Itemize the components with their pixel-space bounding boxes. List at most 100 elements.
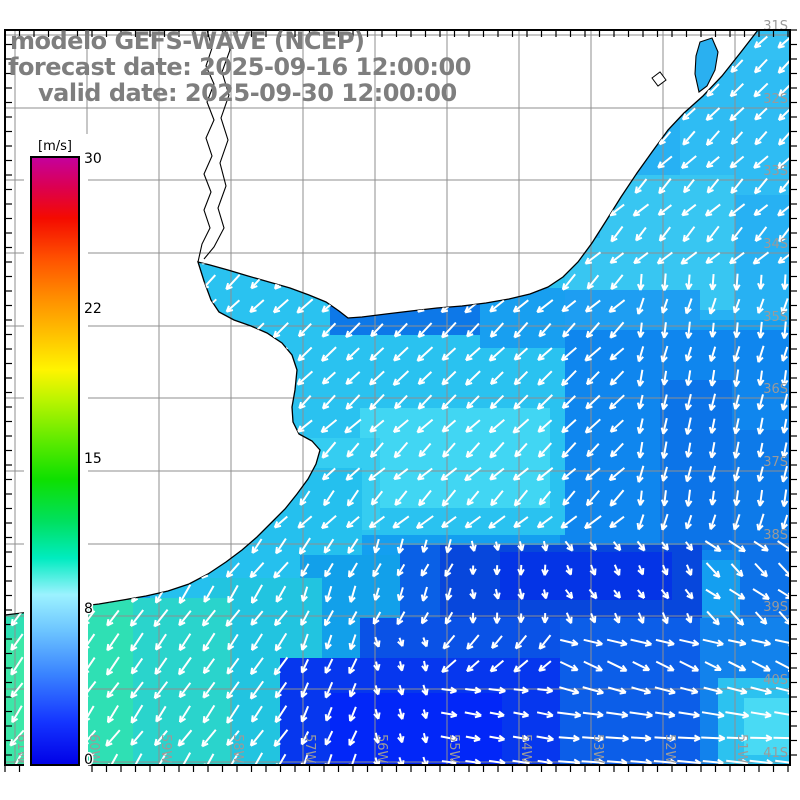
wind-vector-arrow <box>753 540 769 552</box>
wind-vector-arrow <box>537 442 553 458</box>
wind-vector-arrow <box>106 704 119 724</box>
wind-vector-arrow <box>177 729 193 747</box>
wind-vector-arrow <box>369 419 385 433</box>
wind-vector-arrow <box>685 274 693 290</box>
wind-vector-arrow <box>469 540 477 552</box>
wind-vector-arrow <box>373 587 381 601</box>
wind-vector-arrow <box>589 564 597 576</box>
wind-vector-arrow <box>536 394 553 411</box>
wind-vector-arrow <box>83 752 95 765</box>
wind-vector-arrow <box>466 322 480 338</box>
wind-vector-arrow <box>517 541 525 552</box>
wind-vector-arrow <box>679 660 700 672</box>
wind-vector-arrow <box>370 323 384 338</box>
wind-vector-arrow <box>753 82 769 98</box>
wind-vector-arrow <box>728 539 746 553</box>
wind-vector-arrow <box>730 178 744 195</box>
wind-vector-arrow <box>249 299 265 313</box>
wind-vector-arrow <box>752 251 770 265</box>
wind-vector-arrow <box>778 178 790 194</box>
axis-ticks <box>4 29 797 772</box>
wind-vector-arrow <box>489 441 505 459</box>
wind-vector-arrow <box>469 612 477 624</box>
wind-vector-arrow <box>559 638 579 647</box>
wind-vector-arrow <box>633 252 649 265</box>
wind-vector-arrow <box>754 611 768 625</box>
wind-vector-arrow <box>732 490 741 507</box>
wind-vector-arrow <box>684 489 693 507</box>
wind-vector-arrow <box>708 514 717 530</box>
wind-vector-arrow <box>706 225 720 243</box>
wind-vector-arrow <box>348 611 358 626</box>
wind-vector-arrow <box>730 59 744 74</box>
wind-vector-arrow <box>491 635 503 650</box>
wind-vector-arrow <box>564 589 574 600</box>
wind-vector-arrow <box>538 634 552 650</box>
wind-vector-arrow <box>636 369 645 387</box>
wind-vector-arrow <box>130 730 144 746</box>
wind-vector-arrow <box>660 490 669 507</box>
wind-vector-arrow <box>372 611 382 625</box>
wind-vector-arrow <box>756 466 765 483</box>
wind-vector-arrow <box>420 612 429 625</box>
latitude-label: 31S <box>763 19 788 34</box>
wind-vector-arrow <box>706 178 720 194</box>
wind-vector-arrow <box>346 442 360 458</box>
wind-vector-arrow <box>416 467 433 481</box>
wind-vector-arrow <box>781 274 789 291</box>
wind-vector-arrow <box>297 322 312 338</box>
wind-vector-arrow <box>513 489 529 507</box>
wind-vector-arrow <box>225 562 240 578</box>
wind-vector-arrow <box>537 419 553 433</box>
wind-vector-arrow <box>756 513 765 531</box>
wind-vector-arrow <box>754 107 768 121</box>
wind-vector-arrow <box>368 467 386 481</box>
wind-vector-arrow <box>561 273 576 291</box>
wind-vector-arrow <box>732 346 741 363</box>
wind-vector-arrow <box>708 465 717 483</box>
wind-vector-arrow <box>708 418 717 434</box>
wind-vector-arrow <box>756 489 765 507</box>
wind-vector-arrow <box>273 656 289 676</box>
wind-vector-arrow <box>466 395 480 410</box>
ocean-color-patch <box>360 408 550 508</box>
wind-vector-arrow <box>637 322 645 338</box>
title-valid-date: valid date: 2025-09-30 12:00:00 <box>38 79 457 107</box>
wind-vector-arrow <box>373 661 381 672</box>
wind-vector-arrow <box>538 660 552 672</box>
wind-vector-arrow <box>130 704 144 724</box>
wind-vector-arrow <box>780 298 789 315</box>
wind-vector-arrow <box>396 611 406 626</box>
wind-vector-arrow <box>274 632 288 652</box>
wind-vector-arrow <box>613 589 621 599</box>
wind-vector-arrow <box>660 466 669 482</box>
wind-vector-arrow <box>562 322 576 338</box>
coastline-path <box>4 29 759 616</box>
wind-vector-arrow <box>610 274 624 291</box>
colorbar-gradient-bar <box>30 156 80 766</box>
wind-vector-arrow <box>774 711 790 719</box>
wind-vector-arrow <box>704 540 722 552</box>
wind-vector-arrow <box>773 734 790 742</box>
wind-vector-arrow <box>636 418 645 435</box>
wind-vector-arrow <box>654 734 676 743</box>
wind-vector-arrow <box>250 657 264 676</box>
wind-vector-arrow <box>513 516 529 529</box>
wind-vector-arrow <box>632 203 650 217</box>
longitude-label: 54W <box>518 734 533 764</box>
wind-vector-arrow <box>441 419 457 433</box>
wind-vector-arrow <box>636 273 645 291</box>
wind-vector-arrow <box>250 584 263 604</box>
wind-vector-arrow <box>393 322 408 338</box>
wind-vector-arrow <box>372 562 382 578</box>
wind-vector-arrow <box>684 321 693 339</box>
wind-vector-arrow <box>202 658 216 675</box>
wind-vector-arrow <box>565 564 573 576</box>
wind-vector-arrow <box>631 686 652 695</box>
wind-vector-arrow <box>751 660 771 672</box>
wind-vector-arrow <box>583 660 603 672</box>
wind-vector-arrow <box>300 563 310 578</box>
wind-vector-arrow <box>585 371 600 386</box>
wind-vector-arrow <box>678 711 700 719</box>
wind-vector-arrow <box>754 226 768 242</box>
